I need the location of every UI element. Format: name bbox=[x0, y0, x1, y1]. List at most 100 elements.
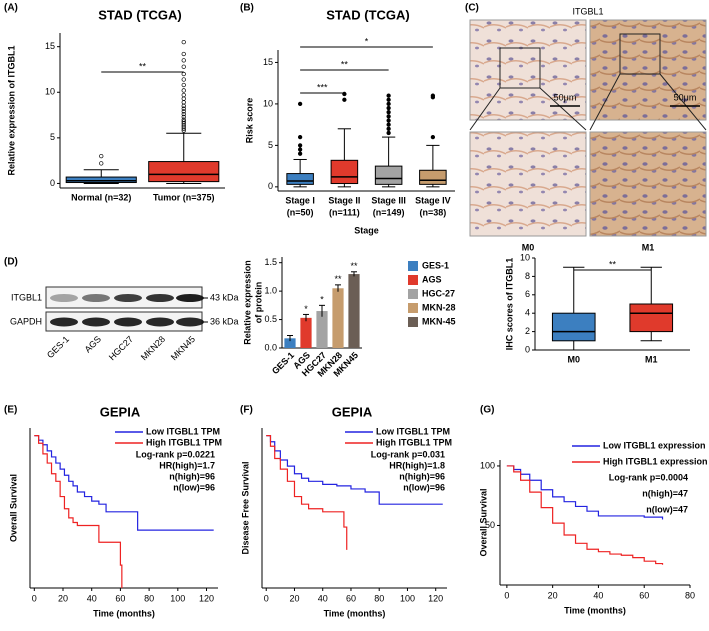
zoom-box bbox=[499, 47, 541, 89]
panel-label: (B) bbox=[240, 3, 254, 14]
survival-curve bbox=[266, 435, 348, 550]
chart-title: STAD (TCGA) bbox=[326, 7, 410, 22]
outlier bbox=[386, 130, 391, 136]
outlier bbox=[99, 153, 104, 159]
x-tick-label: 60 bbox=[346, 593, 356, 603]
outlier bbox=[181, 39, 186, 45]
x-tick-label: 80 bbox=[685, 590, 695, 600]
y-tick-label: 2 bbox=[525, 326, 530, 336]
x-tick-sublabel: (n=38) bbox=[419, 207, 446, 217]
survival-curve bbox=[34, 435, 123, 588]
x-tick-label: 120 bbox=[199, 593, 214, 603]
lane-label: MKN28 bbox=[139, 334, 167, 362]
x-tick-label: 0 bbox=[504, 590, 509, 600]
outlier bbox=[181, 71, 186, 77]
outlier bbox=[181, 82, 186, 88]
annotation: HR(high)=1.8 bbox=[389, 460, 445, 470]
chart-title: STAD (TCGA) bbox=[98, 7, 182, 22]
band bbox=[82, 317, 110, 327]
bar bbox=[332, 288, 344, 348]
chart-title: GEPIA bbox=[100, 404, 141, 419]
protein-label: GAPDH bbox=[10, 316, 42, 326]
x-axis-label: Stage bbox=[354, 225, 379, 235]
western-blot: (D) ITGBL1 GAPDH 43 kDa 36 kDa GES-1 AGS H… bbox=[4, 257, 239, 363]
lane-label: AGS bbox=[83, 334, 104, 355]
x-tick-label: 40 bbox=[87, 593, 97, 603]
y-tick-label: 100 bbox=[480, 460, 495, 470]
annotation: Log-rank p=0.0221 bbox=[136, 449, 215, 459]
band bbox=[50, 317, 78, 327]
panel-label: (F) bbox=[240, 405, 253, 416]
bar bbox=[348, 274, 360, 348]
x-tick-label: 0 bbox=[32, 593, 37, 603]
survival-curve bbox=[266, 435, 443, 505]
significance-label: * bbox=[365, 36, 369, 46]
outlier bbox=[181, 77, 186, 82]
x-tick-label: 80 bbox=[144, 593, 154, 603]
group-label: M0 bbox=[522, 242, 535, 252]
x-tick-label: Normal (n=32) bbox=[71, 192, 131, 202]
annotation: Log-rank p=0.0004 bbox=[609, 472, 688, 482]
significance-label: ** bbox=[139, 61, 147, 71]
box bbox=[551, 312, 596, 342]
outlier bbox=[386, 93, 391, 98]
x-tick-label: M1 bbox=[645, 354, 658, 364]
legend-label: MKN-45 bbox=[422, 316, 456, 326]
box bbox=[419, 169, 447, 185]
legend-swatch bbox=[408, 275, 418, 285]
annotation: n(high)=96 bbox=[169, 471, 215, 481]
x-tick-label: 20 bbox=[58, 593, 68, 603]
group-label: M1 bbox=[642, 242, 655, 252]
panel-label: (D) bbox=[4, 257, 18, 268]
chart-title: GEPIA bbox=[332, 404, 373, 419]
box bbox=[629, 303, 674, 333]
protein-label: ITGBL1 bbox=[11, 292, 42, 302]
y-tick-label: 8 bbox=[525, 271, 530, 281]
legend-swatch bbox=[408, 317, 418, 327]
x-tick-label: 0 bbox=[264, 593, 269, 603]
legend-label: GES-1 bbox=[422, 260, 449, 270]
zoom-line bbox=[469, 87, 501, 131]
outlier bbox=[181, 106, 186, 111]
y-axis-label: IHC scores of ITGBL1 bbox=[504, 258, 514, 351]
significance-label: * bbox=[304, 304, 308, 314]
y-tick-label: 0 bbox=[268, 181, 273, 191]
outlier bbox=[181, 117, 186, 122]
x-tick-sublabel: (n=149) bbox=[373, 207, 405, 217]
y-tick-label: 10 bbox=[263, 98, 273, 108]
significance-label: ** bbox=[350, 261, 358, 271]
annotation: n(low)=96 bbox=[173, 482, 215, 492]
outlier bbox=[386, 110, 391, 115]
outlier bbox=[181, 109, 186, 114]
outlier bbox=[181, 64, 186, 69]
band bbox=[146, 317, 174, 327]
x-tick-label: 40 bbox=[593, 590, 603, 600]
y-tick-label: 0 bbox=[525, 344, 530, 354]
significance-label: ** bbox=[609, 259, 617, 269]
survival-curve bbox=[506, 465, 664, 565]
significance-label: ** bbox=[334, 274, 342, 284]
outlier bbox=[297, 101, 303, 107]
y-tick-label: 0 bbox=[50, 178, 55, 188]
outlier bbox=[99, 161, 104, 166]
annotation: n(high)=96 bbox=[399, 471, 445, 481]
legend-label: Low ITGBL1 TPM bbox=[146, 426, 220, 436]
y-axis-label: Relative expression bbox=[242, 260, 252, 345]
lane-label: HGC27 bbox=[107, 334, 135, 362]
band bbox=[82, 294, 110, 302]
bar bbox=[316, 311, 328, 348]
x-tick-label: Stage II bbox=[328, 195, 360, 205]
outlier bbox=[297, 151, 303, 156]
size-label: 36 kDa bbox=[210, 316, 239, 326]
outlier bbox=[386, 122, 391, 127]
outlier bbox=[386, 97, 391, 102]
y-tick-label: 0.5 bbox=[264, 314, 277, 324]
band bbox=[146, 294, 174, 302]
y-tick-label: 0.0 bbox=[264, 342, 277, 352]
zoom-box bbox=[619, 33, 661, 75]
x-axis-label: Time (months) bbox=[324, 608, 386, 618]
outlier bbox=[181, 88, 186, 93]
zoom-line bbox=[539, 87, 587, 131]
x-tick-label: M0 bbox=[567, 354, 580, 364]
y-tick-label: 5 bbox=[50, 132, 55, 142]
